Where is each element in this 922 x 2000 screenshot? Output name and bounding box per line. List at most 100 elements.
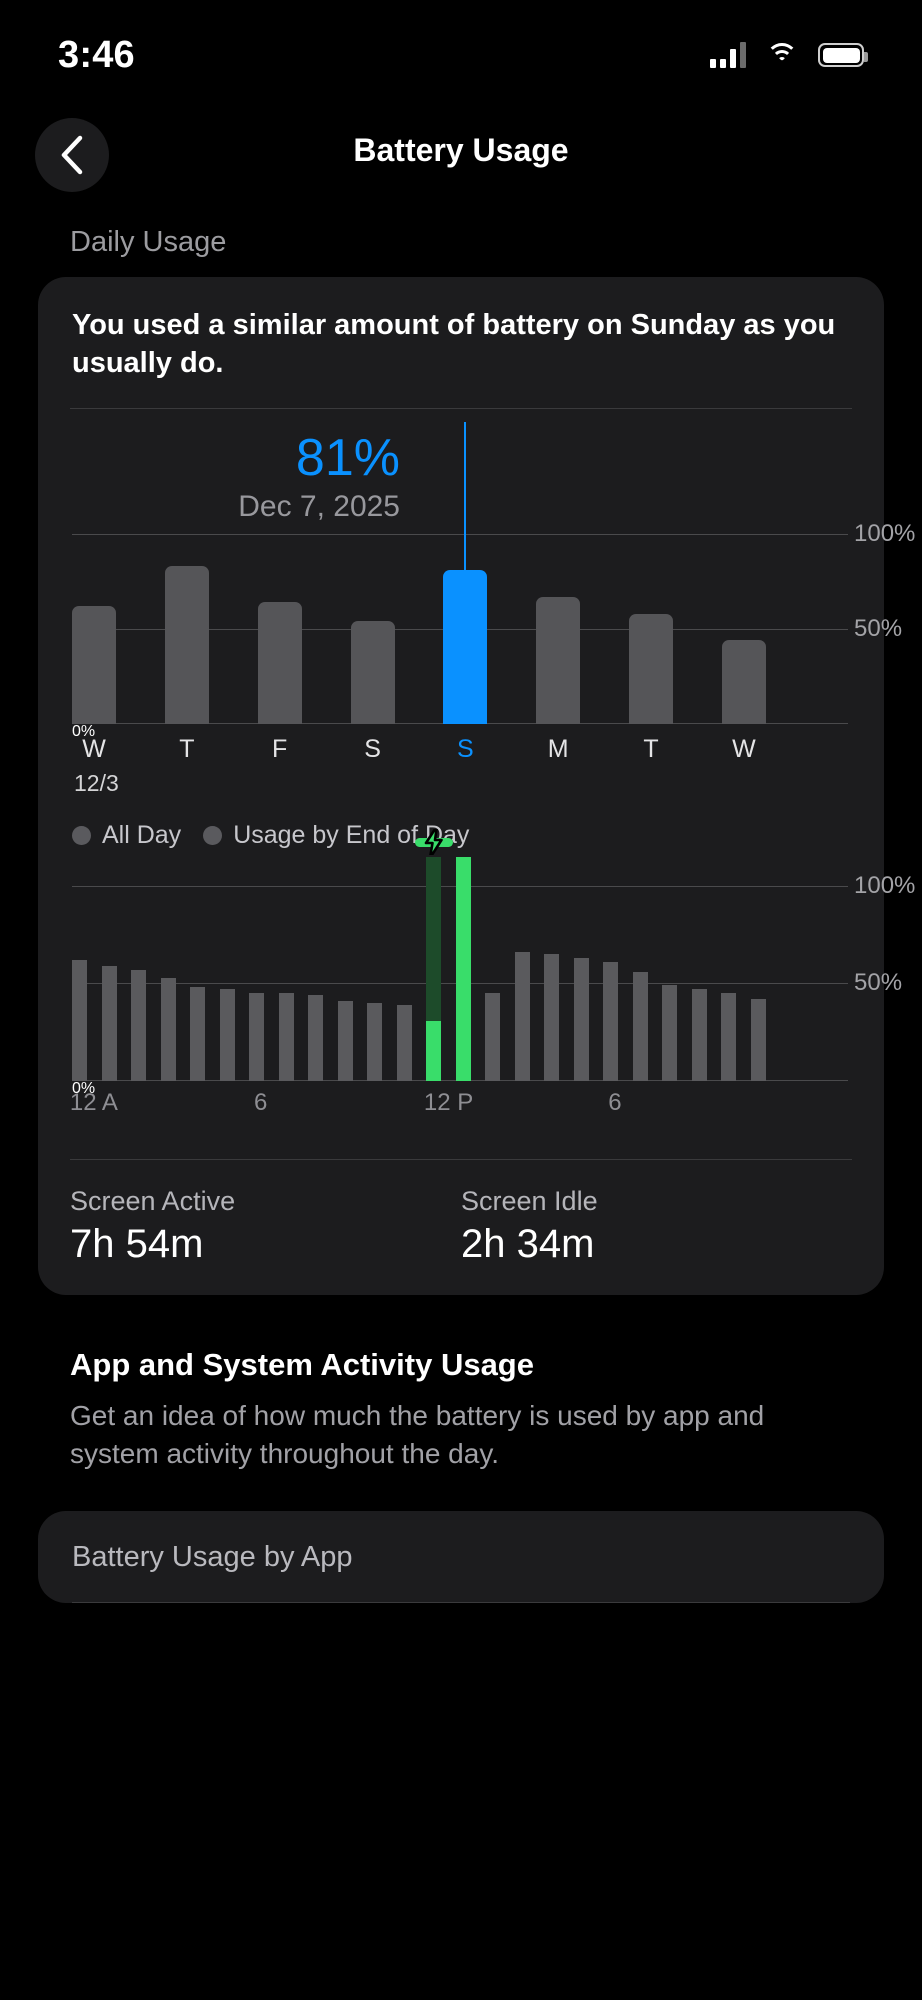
hourly-bar[interactable] <box>691 988 707 1081</box>
day-label[interactable]: W <box>732 734 756 763</box>
legend-dot-all-day-icon <box>72 825 91 845</box>
selection-readout: 81% Dec 7, 2025 <box>70 409 852 524</box>
hourly-bar[interactable] <box>603 961 619 1081</box>
hourly-bar[interactable] <box>455 856 471 1081</box>
hourly-bar[interactable] <box>131 969 147 1081</box>
hour-label: 6 <box>253 1088 268 1116</box>
day-label[interactable]: S <box>457 734 474 763</box>
hourly-bar[interactable] <box>219 988 235 1081</box>
chart-legend: All Day Usage by End of Day <box>70 821 852 850</box>
app-activity-section: App and System Activity Usage Get an ide… <box>0 1295 922 1473</box>
selected-percent: 81% <box>295 429 400 488</box>
day-label[interactable]: W <box>82 734 106 763</box>
wifi-icon <box>766 43 798 67</box>
hourly-bar[interactable] <box>278 992 294 1081</box>
app-list-divider <box>72 1601 850 1603</box>
day-label[interactable]: T <box>179 734 195 763</box>
hourly-ytick-label-0: 0% <box>72 1079 96 1097</box>
selection-line <box>464 421 467 570</box>
hourly-bar[interactable] <box>573 957 589 1081</box>
legend-item-all-day[interactable]: All Day <box>72 821 181 850</box>
hourly-ytick-label-50: 50% <box>854 969 903 997</box>
nav-bar: Battery Usage <box>0 118 922 194</box>
hourly-bar[interactable] <box>514 951 530 1081</box>
daily-bar-chart[interactable]: 100% 50% 0% <box>72 421 915 740</box>
stat-screen-active: Screen Active 7h 54m <box>70 1186 461 1267</box>
usage-summary-text: You used a similar amount of battery on … <box>72 309 836 379</box>
hourly-bar[interactable] <box>662 984 678 1081</box>
hourly-bar[interactable] <box>101 965 117 1081</box>
daily-bar[interactable] <box>443 569 488 724</box>
selected-date: Dec 7, 2025 <box>238 489 400 523</box>
status-bar-icons <box>710 42 868 68</box>
hourly-bar[interactable] <box>485 992 501 1081</box>
status-bar: 3:46 <box>0 0 922 110</box>
app-activity-description: Get an idea of how much the battery is u… <box>70 1399 765 1469</box>
day-label[interactable]: T <box>643 734 659 763</box>
day-label[interactable]: F <box>272 734 288 763</box>
screen-idle-label: Screen Idle <box>461 1185 598 1216</box>
lightning-bolt-icon <box>414 824 453 860</box>
first-day-date: 12/3 <box>74 769 119 796</box>
hourly-bars[interactable] <box>72 824 766 1081</box>
cellular-signal-icon <box>710 42 746 68</box>
daily-bar[interactable] <box>72 605 116 724</box>
daily-bar[interactable] <box>257 601 302 724</box>
ytick-label-0: 0% <box>72 722 96 740</box>
ytick-label-50: 50% <box>854 615 903 643</box>
daily-bar[interactable] <box>350 620 395 724</box>
battery-icon <box>818 43 868 67</box>
day-label[interactable]: M <box>547 734 569 763</box>
legend-label-all-day: All Day <box>102 820 182 849</box>
card-divider <box>70 408 852 410</box>
hour-label: 12 A <box>69 1088 118 1116</box>
hourly-bar[interactable] <box>414 824 453 1081</box>
back-button[interactable] <box>35 118 109 192</box>
hourly-bar[interactable] <box>367 1002 383 1081</box>
screen-idle-value: 2h 34m <box>461 1221 595 1266</box>
hourly-bar[interactable] <box>721 992 737 1081</box>
daily-usage-card: You used a similar amount of battery on … <box>38 277 915 1295</box>
hourly-bar[interactable] <box>396 1004 412 1081</box>
hourly-bar[interactable] <box>72 959 87 1081</box>
daily-bar[interactable] <box>629 613 674 724</box>
scroll-content[interactable]: Daily Usage You used a similar amount of… <box>0 214 922 2000</box>
app-activity-title: App and System Activity Usage <box>70 1346 534 1382</box>
hourly-bar-charge-level <box>426 1020 442 1081</box>
stat-screen-idle: Screen Idle 2h 34m <box>461 1186 852 1267</box>
hourly-ytick-label-100: 100% <box>854 872 916 900</box>
hourly-bar[interactable] <box>750 998 766 1081</box>
hourly-bar[interactable] <box>544 953 560 1081</box>
hourly-bar[interactable] <box>249 992 265 1081</box>
hourly-bar-chart[interactable]: 100% 50% 0% <box>72 824 915 1097</box>
screen-stats: Screen Active 7h 54m Screen Idle 2h 34m <box>70 1160 852 1267</box>
hourly-bar[interactable] <box>190 986 206 1081</box>
page-title: Battery Usage <box>353 132 569 168</box>
screen-active-label: Screen Active <box>70 1185 236 1216</box>
daily-bar[interactable] <box>164 565 209 724</box>
status-bar-time: 3:46 <box>58 33 135 76</box>
hourly-bar[interactable] <box>160 977 176 1081</box>
chevron-left-icon <box>61 135 83 175</box>
daily-bar[interactable] <box>536 596 581 724</box>
hourly-bar[interactable] <box>308 994 324 1081</box>
stats-divider <box>70 1158 852 1160</box>
hour-label: 12 P <box>423 1088 474 1116</box>
hourly-bar[interactable] <box>632 971 648 1081</box>
screen-active-value: 7h 54m <box>70 1221 204 1266</box>
day-label[interactable]: S <box>364 734 381 763</box>
hourly-bar[interactable] <box>337 1000 353 1081</box>
daily-bars[interactable] <box>72 534 766 724</box>
hour-label: 6 <box>608 1088 622 1116</box>
battery-usage-by-app-title: Battery Usage by App <box>72 1540 353 1573</box>
battery-usage-by-app-card[interactable]: Battery Usage by App <box>38 1510 884 1603</box>
hour-axis-labels: 12 A 6 12 P 6 <box>69 1088 766 1129</box>
daily-bar[interactable] <box>721 639 766 724</box>
hourly-chart-wrap[interactable]: 100% 50% 0% 12 A 6 12 P 6 <box>69 824 915 1129</box>
daily-chart-wrap[interactable]: 100% 50% 0% W T F S S M T W 12/3 <box>70 421 915 797</box>
section-title-daily-usage: Daily Usage <box>70 226 227 258</box>
ytick-label-100: 100% <box>854 520 916 548</box>
gridline-100: 100% <box>72 520 915 547</box>
legend-dot-usage-end-of-day-icon <box>203 825 223 845</box>
